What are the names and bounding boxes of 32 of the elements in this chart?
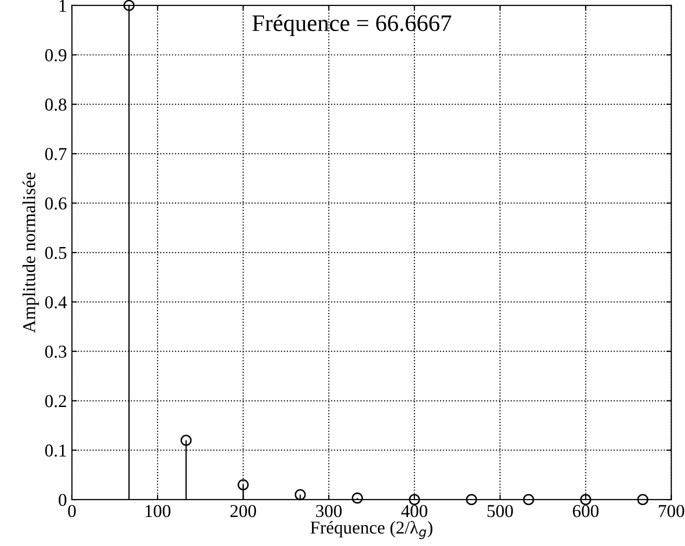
y-tick-label: 0 [58,494,66,506]
point [580,494,592,506]
point [637,494,648,506]
x-tick-label: 300 [316,504,342,518]
y-tick-label: 0.3 [45,346,66,358]
x-tick-label: 600 [572,504,599,518]
x-tick-label: 200 [230,504,256,518]
annotation: Fréquence = 66.6667 [252,14,452,36]
y-tick-label: 0.1 [45,444,66,457]
point [523,494,534,506]
x-axis-title: Fréquence (2/λ$_{g}$) [310,520,432,540]
x-tick-label: 500 [488,504,513,518]
x-tick-label: 0 [68,504,76,518]
y-tick-label: 0.4 [45,296,67,308]
y-tick-label: 0.7 [45,148,67,160]
point [294,489,306,500]
x-tick-label: 700 [658,504,684,518]
point [466,494,478,506]
y-axis-title: Amplitude normalisée [22,172,39,333]
y-tick-label: 1 [60,0,66,12]
point [123,0,135,12]
y-tick-label: 0.5 [45,246,66,260]
y-tick-label: 0.2 [45,395,66,408]
point [352,492,363,504]
point [180,434,192,446]
y-tick-label: 0.9 [45,49,66,62]
point [238,479,249,490]
y-tick-label: 0.6 [45,197,67,210]
point [408,494,420,506]
x-tick-label: 400 [401,504,428,518]
y-tick-label: 0.8 [45,98,66,111]
x-tick-label: 100 [146,504,170,518]
